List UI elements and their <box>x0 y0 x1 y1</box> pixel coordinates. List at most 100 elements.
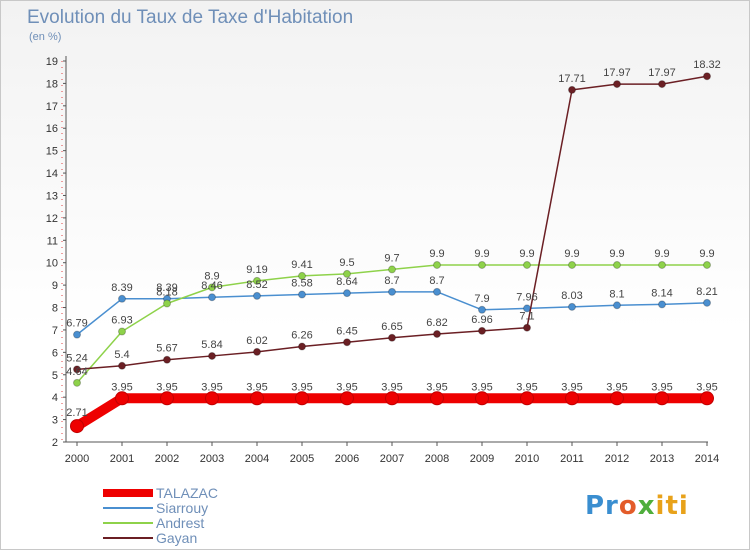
y-tick-label: 3 <box>52 415 58 427</box>
logo-part: x <box>637 491 656 521</box>
y-tick-label: 2 <box>52 437 58 449</box>
x-tick-label: 2011 <box>560 453 584 465</box>
data-point <box>208 351 216 360</box>
data-label: 8.64 <box>336 276 357 288</box>
data-label: 3.95 <box>606 381 627 393</box>
y-tick-label: 15 <box>46 146 58 158</box>
data-label: 2.71 <box>66 407 87 419</box>
data-point <box>433 329 441 338</box>
y-tick-label: 16 <box>46 123 58 135</box>
data-point <box>295 391 309 406</box>
y-tick-label: 17 <box>46 101 58 113</box>
data-point <box>298 290 306 299</box>
data-point <box>388 333 396 342</box>
x-tick-label: 2004 <box>245 453 269 465</box>
data-label: 9.19 <box>246 264 267 276</box>
data-point <box>343 338 351 347</box>
data-label: 9.41 <box>291 259 312 271</box>
data-label: 8.18 <box>156 286 177 298</box>
data-point <box>250 391 264 406</box>
data-point <box>703 260 711 269</box>
data-point <box>388 265 396 274</box>
legend-label: Andrest <box>156 515 204 531</box>
data-point <box>658 260 666 269</box>
y-tick-label: 5 <box>52 370 58 382</box>
data-point <box>430 391 444 406</box>
data-label: 3.95 <box>471 381 492 393</box>
x-tick-label: 2012 <box>605 453 629 465</box>
y-tick-label: 10 <box>46 258 58 270</box>
y-tick-label: 18 <box>46 78 58 90</box>
data-label: 6.96 <box>471 314 492 326</box>
chart-subtitle: (en %) <box>29 31 62 43</box>
data-label: 7.9 <box>474 293 489 305</box>
data-label: 6.93 <box>111 315 132 327</box>
data-label: 3.95 <box>426 381 447 393</box>
data-label: 9.7 <box>384 252 399 264</box>
data-label: 3.95 <box>336 381 357 393</box>
data-point <box>208 283 216 292</box>
data-point <box>253 291 261 300</box>
data-point <box>658 300 666 309</box>
y-tick-label: 4 <box>52 392 58 404</box>
data-point <box>478 305 486 314</box>
x-tick-label: 2013 <box>650 453 674 465</box>
data-point <box>568 260 576 269</box>
data-label: 6.65 <box>381 321 402 333</box>
y-tick-label: 8 <box>52 303 58 315</box>
data-label: 9.9 <box>519 248 534 260</box>
data-point <box>160 391 174 406</box>
data-point <box>253 276 261 285</box>
data-point <box>118 327 126 336</box>
y-tick-label: 9 <box>52 280 58 292</box>
data-point <box>523 260 531 269</box>
data-label: 8.03 <box>561 290 582 302</box>
data-point <box>343 289 351 298</box>
data-label: 5.84 <box>201 339 222 351</box>
y-tick-label: 13 <box>46 190 58 202</box>
data-point <box>433 260 441 269</box>
y-tick-label: 11 <box>47 235 58 247</box>
data-label: 3.95 <box>381 381 402 393</box>
data-point <box>658 80 666 89</box>
data-point <box>568 302 576 311</box>
data-label: 8.1 <box>609 288 624 300</box>
data-label: 3.95 <box>201 381 222 393</box>
data-label: 8.39 <box>156 282 177 294</box>
logo-part: o <box>618 491 638 521</box>
y-tick-label: 7 <box>52 325 58 337</box>
legend-label: Siarrouy <box>156 500 208 516</box>
data-point <box>523 323 531 332</box>
data-point <box>298 342 306 351</box>
data-label: 3.95 <box>246 381 267 393</box>
data-point <box>433 287 441 296</box>
data-label: 9.5 <box>339 257 354 269</box>
data-point <box>703 72 711 81</box>
legend-label: TALAZAC <box>156 485 218 501</box>
data-label: 7.96 <box>516 291 537 303</box>
data-label: 3.95 <box>156 381 177 393</box>
data-label: 3.95 <box>561 381 582 393</box>
data-label: 6.02 <box>246 335 267 347</box>
data-label: 18.32 <box>693 59 721 71</box>
data-point <box>118 361 126 370</box>
logo-part: Pr <box>585 491 619 521</box>
y-tick-label: 19 <box>46 56 58 68</box>
data-label: 4.64 <box>66 366 87 378</box>
data-point <box>520 391 534 406</box>
x-tick-label: 2014 <box>695 453 719 465</box>
data-point <box>118 294 126 303</box>
data-point <box>73 330 81 339</box>
data-label: 9.9 <box>654 248 669 260</box>
data-label: 8.39 <box>111 282 132 294</box>
data-label: 9.9 <box>474 248 489 260</box>
data-label: 8.52 <box>246 279 267 291</box>
data-point <box>163 355 171 364</box>
data-label: 9.9 <box>609 248 624 260</box>
data-point <box>73 365 81 374</box>
data-label: 6.82 <box>426 317 447 329</box>
data-label: 5.67 <box>156 343 177 355</box>
data-label: 7.1 <box>519 311 534 323</box>
